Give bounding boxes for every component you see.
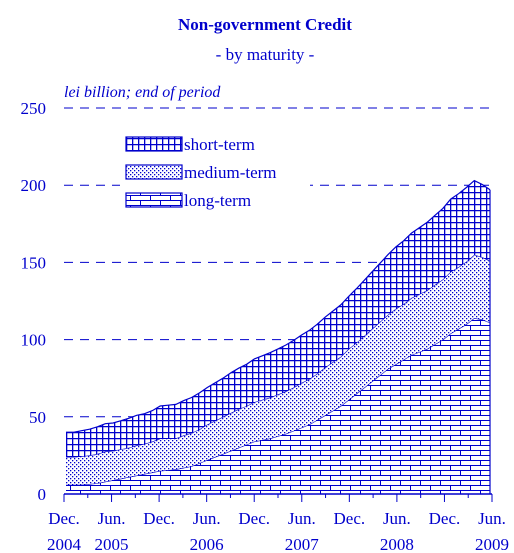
x-tick-label: Jun. (288, 509, 316, 528)
x-tick-label: Jun. (478, 509, 506, 528)
legend-swatch-medium-term (125, 164, 183, 180)
legend: short-term medium-term long-term (120, 126, 310, 210)
x-tick-year-label: 2009 (475, 535, 509, 553)
x-tick-year-label: 2007 (285, 535, 320, 553)
x-tick-label: Jun. (383, 509, 411, 528)
x-tick-label: Dec. (143, 509, 175, 528)
plot-area (65, 179, 491, 494)
area-long-term (66, 318, 490, 494)
area-edge-short-term (65, 179, 491, 433)
x-tick-label: Dec. (429, 509, 461, 528)
x-tick-year-label: 2005 (95, 535, 129, 553)
area-medium-term (66, 254, 490, 485)
y-tick-label: 50 (29, 408, 46, 427)
y-tick-label: 100 (21, 331, 47, 350)
x-tick-label: Dec. (238, 509, 270, 528)
y-tick-label: 0 (38, 485, 47, 504)
x-tick-year-label: 2004 (47, 535, 82, 553)
legend-swatch-long-term (125, 192, 183, 208)
y-tick-label: 250 (21, 99, 47, 118)
x-tick-year-label: 2006 (190, 535, 224, 553)
axes: 0 50 100 150 200 250 Dec. 2004 Jun. 2005 Dec. Jun. 2… (21, 99, 510, 553)
x-tick-label: Dec. (334, 509, 366, 528)
legend-label-long-term: long-term (184, 191, 251, 210)
x-tick-label: Jun. (98, 509, 126, 528)
y-tick-label: 200 (21, 176, 47, 195)
x-tick-label: Dec. (48, 509, 80, 528)
unit-note: lei billion; end of period (64, 84, 221, 101)
legend-swatch-short-term (125, 136, 183, 152)
chart-title: Non-government Credit (178, 15, 352, 34)
legend-label-short-term: short-term (184, 135, 255, 154)
y-tick-label: 150 (21, 253, 47, 272)
area-short-term (66, 180, 490, 457)
x-tick-year-label: 2008 (380, 535, 414, 553)
chart-subtitle: - by maturity - (216, 45, 315, 64)
x-tick-label: Jun. (193, 509, 221, 528)
legend-label-medium-term: medium-term (184, 163, 277, 182)
